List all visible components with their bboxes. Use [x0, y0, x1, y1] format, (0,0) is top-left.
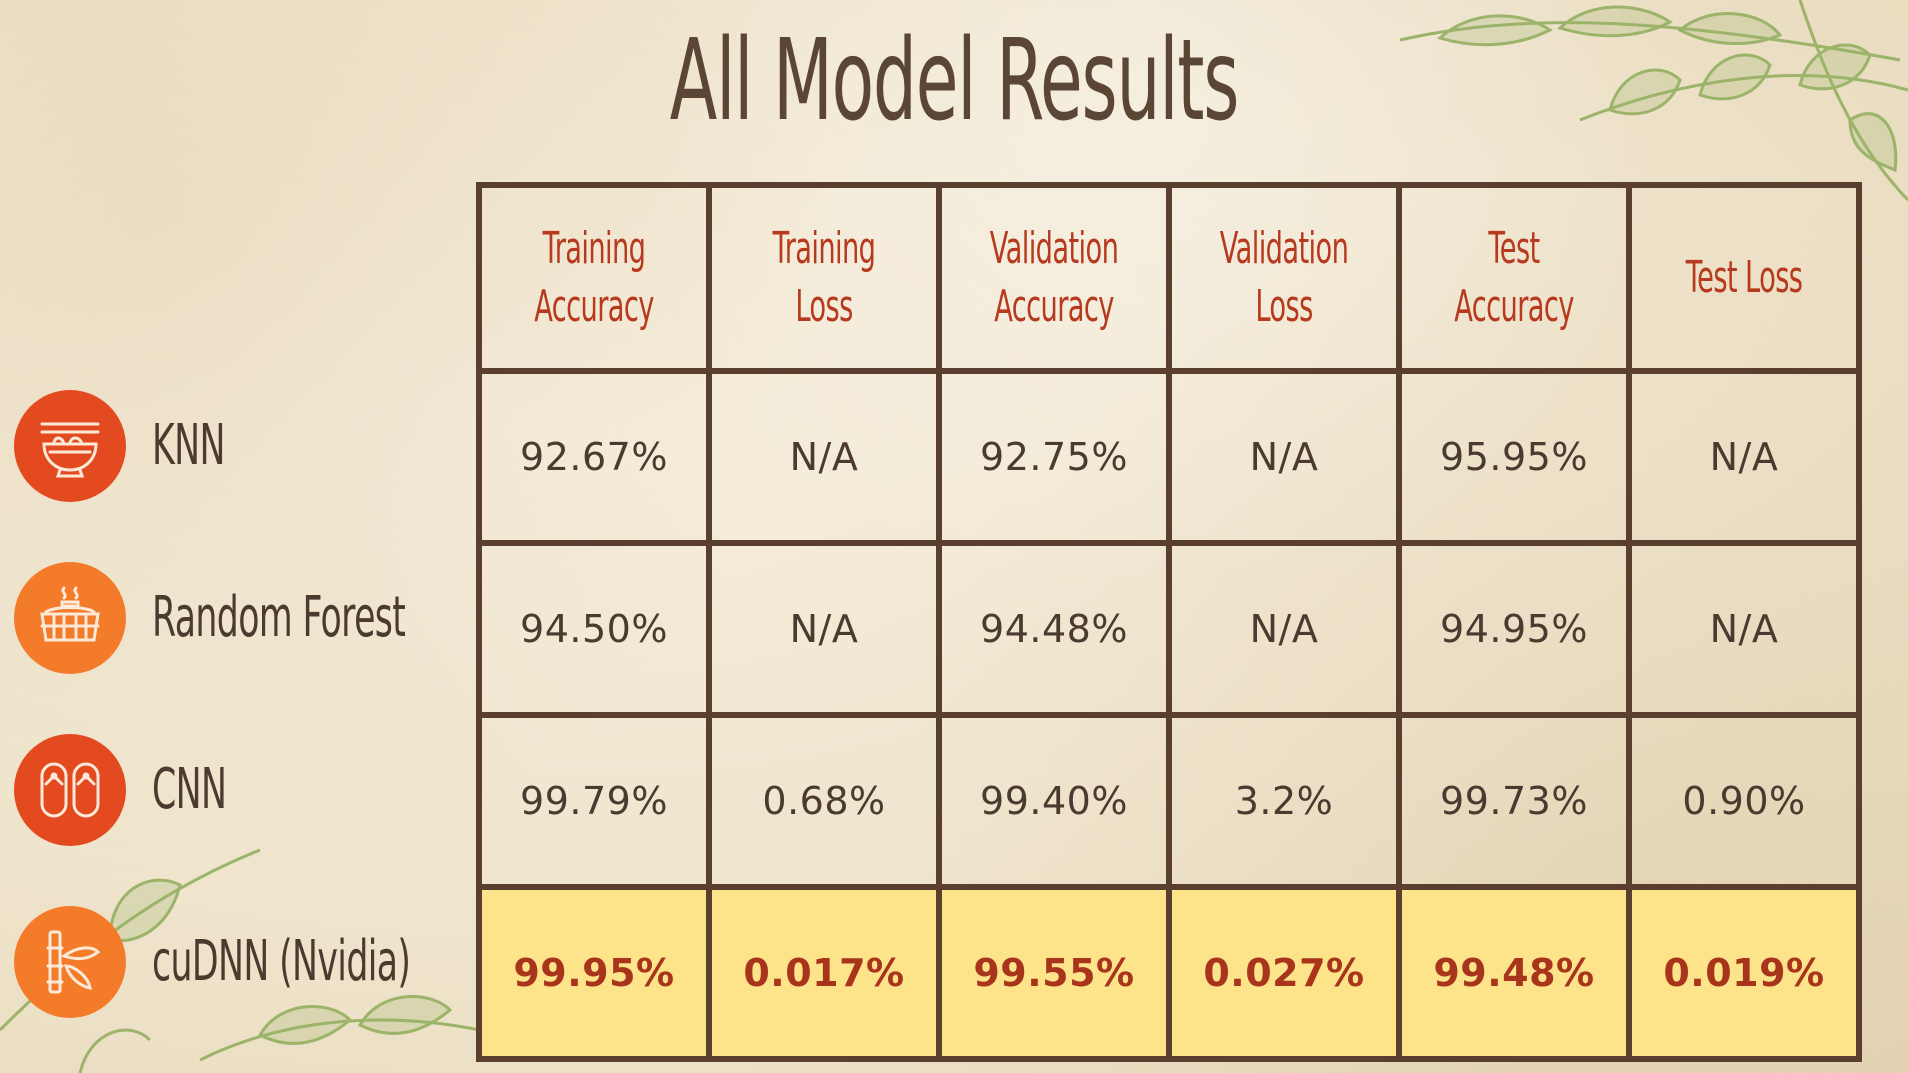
leaf-decoration-top-right: [1399, 0, 1908, 202]
table-cell: 92.75%: [936, 368, 1172, 546]
model-name: cuDNN (Nvidia): [152, 929, 411, 994]
table-cell: N/A: [1626, 540, 1862, 718]
sandals-icon: [14, 734, 126, 846]
table-row-cnn: 99.79% 0.68% 99.40% 3.2% 99.73% 0.90%: [476, 712, 1862, 890]
table-cell: 92.67%: [476, 368, 712, 546]
table-cell: 99.40%: [936, 712, 1172, 890]
column-header: Training Loss: [706, 182, 942, 374]
table-cell-highlight: 0.027%: [1166, 884, 1402, 1062]
bamboo-icon: [14, 906, 126, 1018]
table-cell: 95.95%: [1396, 368, 1632, 546]
column-header: Validation Accuracy: [936, 182, 1172, 374]
model-cudnn: cuDNN (Nvidia): [0, 906, 470, 1036]
table-cell: N/A: [706, 368, 942, 546]
table-header-row: Training Accuracy Training Loss Validati…: [476, 182, 1862, 374]
table-cell-highlight: 99.48%: [1396, 884, 1632, 1062]
column-header-label: Training Loss: [772, 223, 876, 332]
page-title: All Model Results: [669, 16, 1240, 146]
table-row-cudnn: 99.95% 0.017% 99.55% 0.027% 99.48% 0.019…: [476, 884, 1862, 1062]
column-header-label: Validation Accuracy: [989, 223, 1119, 332]
table-cell: N/A: [706, 540, 942, 718]
table-cell-highlight: 0.019%: [1626, 884, 1862, 1062]
column-header: Validation Loss: [1166, 182, 1402, 374]
model-name: Random Forest: [152, 585, 406, 650]
table-cell: 0.90%: [1626, 712, 1862, 890]
column-header-label: Training Accuracy: [534, 223, 654, 332]
column-header: Test Loss: [1626, 182, 1862, 374]
model-knn: KNN: [0, 390, 470, 520]
column-header: Test Accuracy: [1396, 182, 1632, 374]
table-cell: 94.95%: [1396, 540, 1632, 718]
table-cell-highlight: 99.55%: [936, 884, 1172, 1062]
table-cell: N/A: [1166, 540, 1402, 718]
table-cell-highlight: 99.95%: [476, 884, 712, 1062]
table-cell: N/A: [1626, 368, 1862, 546]
results-table: Training Accuracy Training Loss Validati…: [476, 182, 1862, 1062]
table-cell: 94.48%: [936, 540, 1172, 718]
table-cell: N/A: [1166, 368, 1402, 546]
table-cell: 94.50%: [476, 540, 712, 718]
model-random-forest: Random Forest: [0, 562, 470, 692]
noodle-bowl-icon: [14, 390, 126, 502]
steamer-basket-icon: [14, 562, 126, 674]
column-header-label: Validation Loss: [1219, 223, 1349, 332]
model-cnn: CNN: [0, 734, 470, 864]
table-cell: 3.2%: [1166, 712, 1402, 890]
table-cell: 0.68%: [706, 712, 942, 890]
table-row-knn: 92.67% N/A 92.75% N/A 95.95% N/A: [476, 368, 1862, 546]
model-name: CNN: [152, 757, 227, 822]
model-name: KNN: [152, 413, 225, 478]
table-cell: 99.73%: [1396, 712, 1632, 890]
column-header-label: Test Loss: [1685, 252, 1803, 303]
column-header: Training Accuracy: [476, 182, 712, 374]
table-row-random-forest: 94.50% N/A 94.48% N/A 94.95% N/A: [476, 540, 1862, 718]
table-cell-highlight: 0.017%: [706, 884, 942, 1062]
column-header-label: Test Accuracy: [1454, 223, 1574, 332]
table-cell: 99.79%: [476, 712, 712, 890]
